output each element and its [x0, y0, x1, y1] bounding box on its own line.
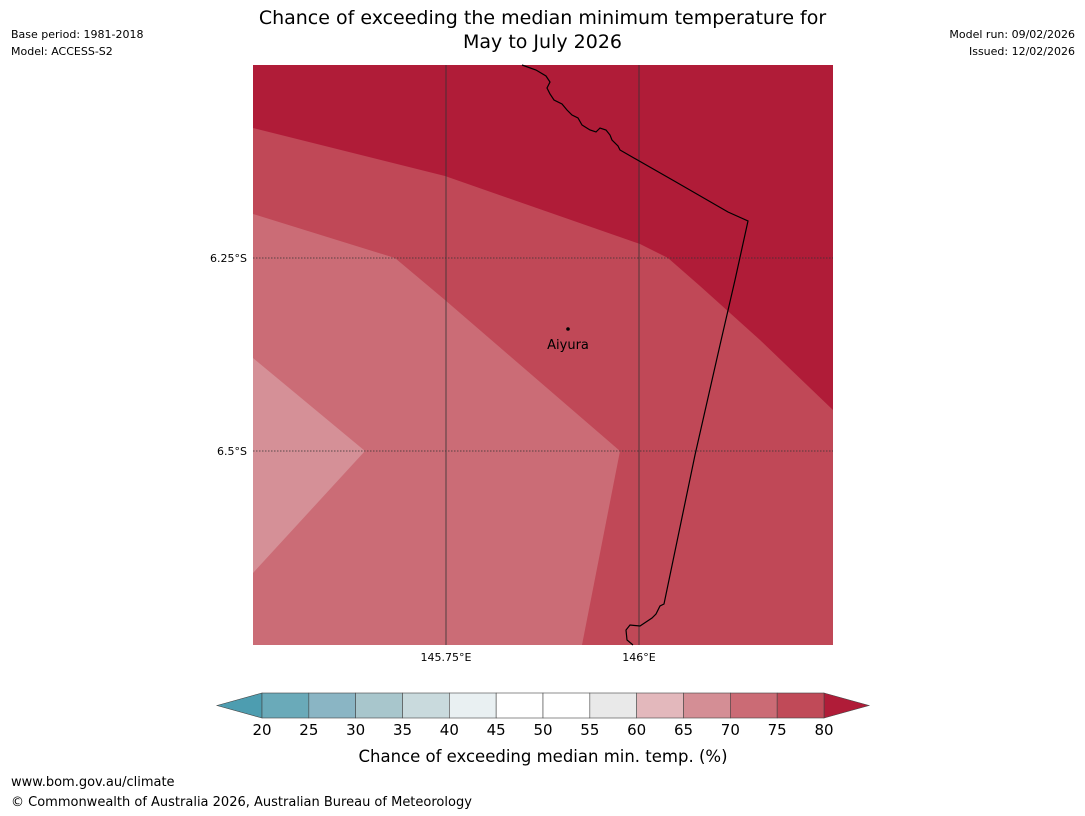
- colorbar-tick-label: 50: [533, 721, 552, 739]
- region-70-75: [253, 214, 620, 645]
- location-marker-icon: [566, 327, 570, 331]
- lat-label: 6.5°S: [217, 445, 247, 458]
- colorbar-bin: [355, 692, 403, 719]
- metadata-right: Model run: 09/02/2026 Issued: 12/02/2026: [949, 26, 1075, 60]
- colorbar-low-extend: [215, 692, 263, 719]
- lat-label: 6.25°S: [210, 252, 247, 265]
- model-run: Model run: 09/02/2026: [949, 28, 1075, 41]
- colorbar-tick-label: 65: [674, 721, 693, 739]
- graticule: [253, 65, 833, 645]
- colorbar-tick-label: 30: [346, 721, 365, 739]
- probability-field: [253, 65, 833, 645]
- colorbar-bin: [261, 692, 310, 719]
- colorbar-tick-label: 75: [768, 721, 787, 739]
- colorbar-bin: [402, 692, 450, 719]
- metadata-left: Base period: 1981-2018 Model: ACCESS-S2: [11, 26, 143, 60]
- lat-labels: 6.25°S 6.5°S: [210, 252, 247, 458]
- border-line: [521, 64, 749, 646]
- colorbar-bin: [542, 692, 591, 719]
- colorbar-tick-label: 45: [487, 721, 506, 739]
- colorbar-tick-label: 40: [440, 721, 459, 739]
- place-aiyura: Aiyura: [547, 327, 589, 353]
- base-period: Base period: 1981-2018: [11, 28, 144, 41]
- colorbar-bin: [636, 692, 684, 719]
- colorbar-tick-label: 80: [814, 721, 833, 739]
- title-line-2: May to July 2026: [463, 31, 622, 53]
- colorbar-tick-label: 20: [252, 721, 271, 739]
- colorbar-tick-label: 70: [721, 721, 740, 739]
- colorbar-label: Chance of exceeding median min. temp. (%…: [358, 747, 727, 766]
- colorbar-bin: [730, 692, 778, 719]
- colorbar-bin: [495, 692, 544, 719]
- colorbar-bin: [589, 692, 637, 719]
- model-name: Model: ACCESS-S2: [11, 45, 113, 58]
- colorbar-high-extend: [823, 692, 871, 719]
- colorbar-bin: [449, 692, 497, 719]
- region-65-70: [253, 358, 365, 573]
- colorbar-bin: [776, 692, 825, 719]
- place-label: Aiyura: [547, 338, 589, 353]
- colorbar-tick-label: 60: [627, 721, 646, 739]
- lon-labels: 145.75°E 146°E: [421, 651, 656, 664]
- lon-label: 146°E: [622, 651, 655, 664]
- title-line-1: Chance of exceeding the median minimum t…: [258, 7, 827, 29]
- lon-label: 145.75°E: [421, 651, 472, 664]
- colorbar-tick-label: 55: [580, 721, 599, 739]
- colorbar: 20 25 30 35 40 45 50 55 60 65 70 75 80 Chance of exc…: [215, 692, 871, 766]
- colorbar-tick-label: 35: [393, 721, 412, 739]
- footer-url[interactable]: www.bom.gov.au/climate: [11, 775, 175, 790]
- colorbar-tick-label: 25: [299, 721, 318, 739]
- issued-date: Issued: 12/02/2026: [968, 45, 1075, 58]
- footer-copyright: © Commonwealth of Australia 2026, Austra…: [11, 795, 472, 810]
- colorbar-bin: [683, 692, 731, 719]
- colorbar-bin: [308, 692, 356, 719]
- map-title: Chance of exceeding the median minimum t…: [0, 6, 1085, 54]
